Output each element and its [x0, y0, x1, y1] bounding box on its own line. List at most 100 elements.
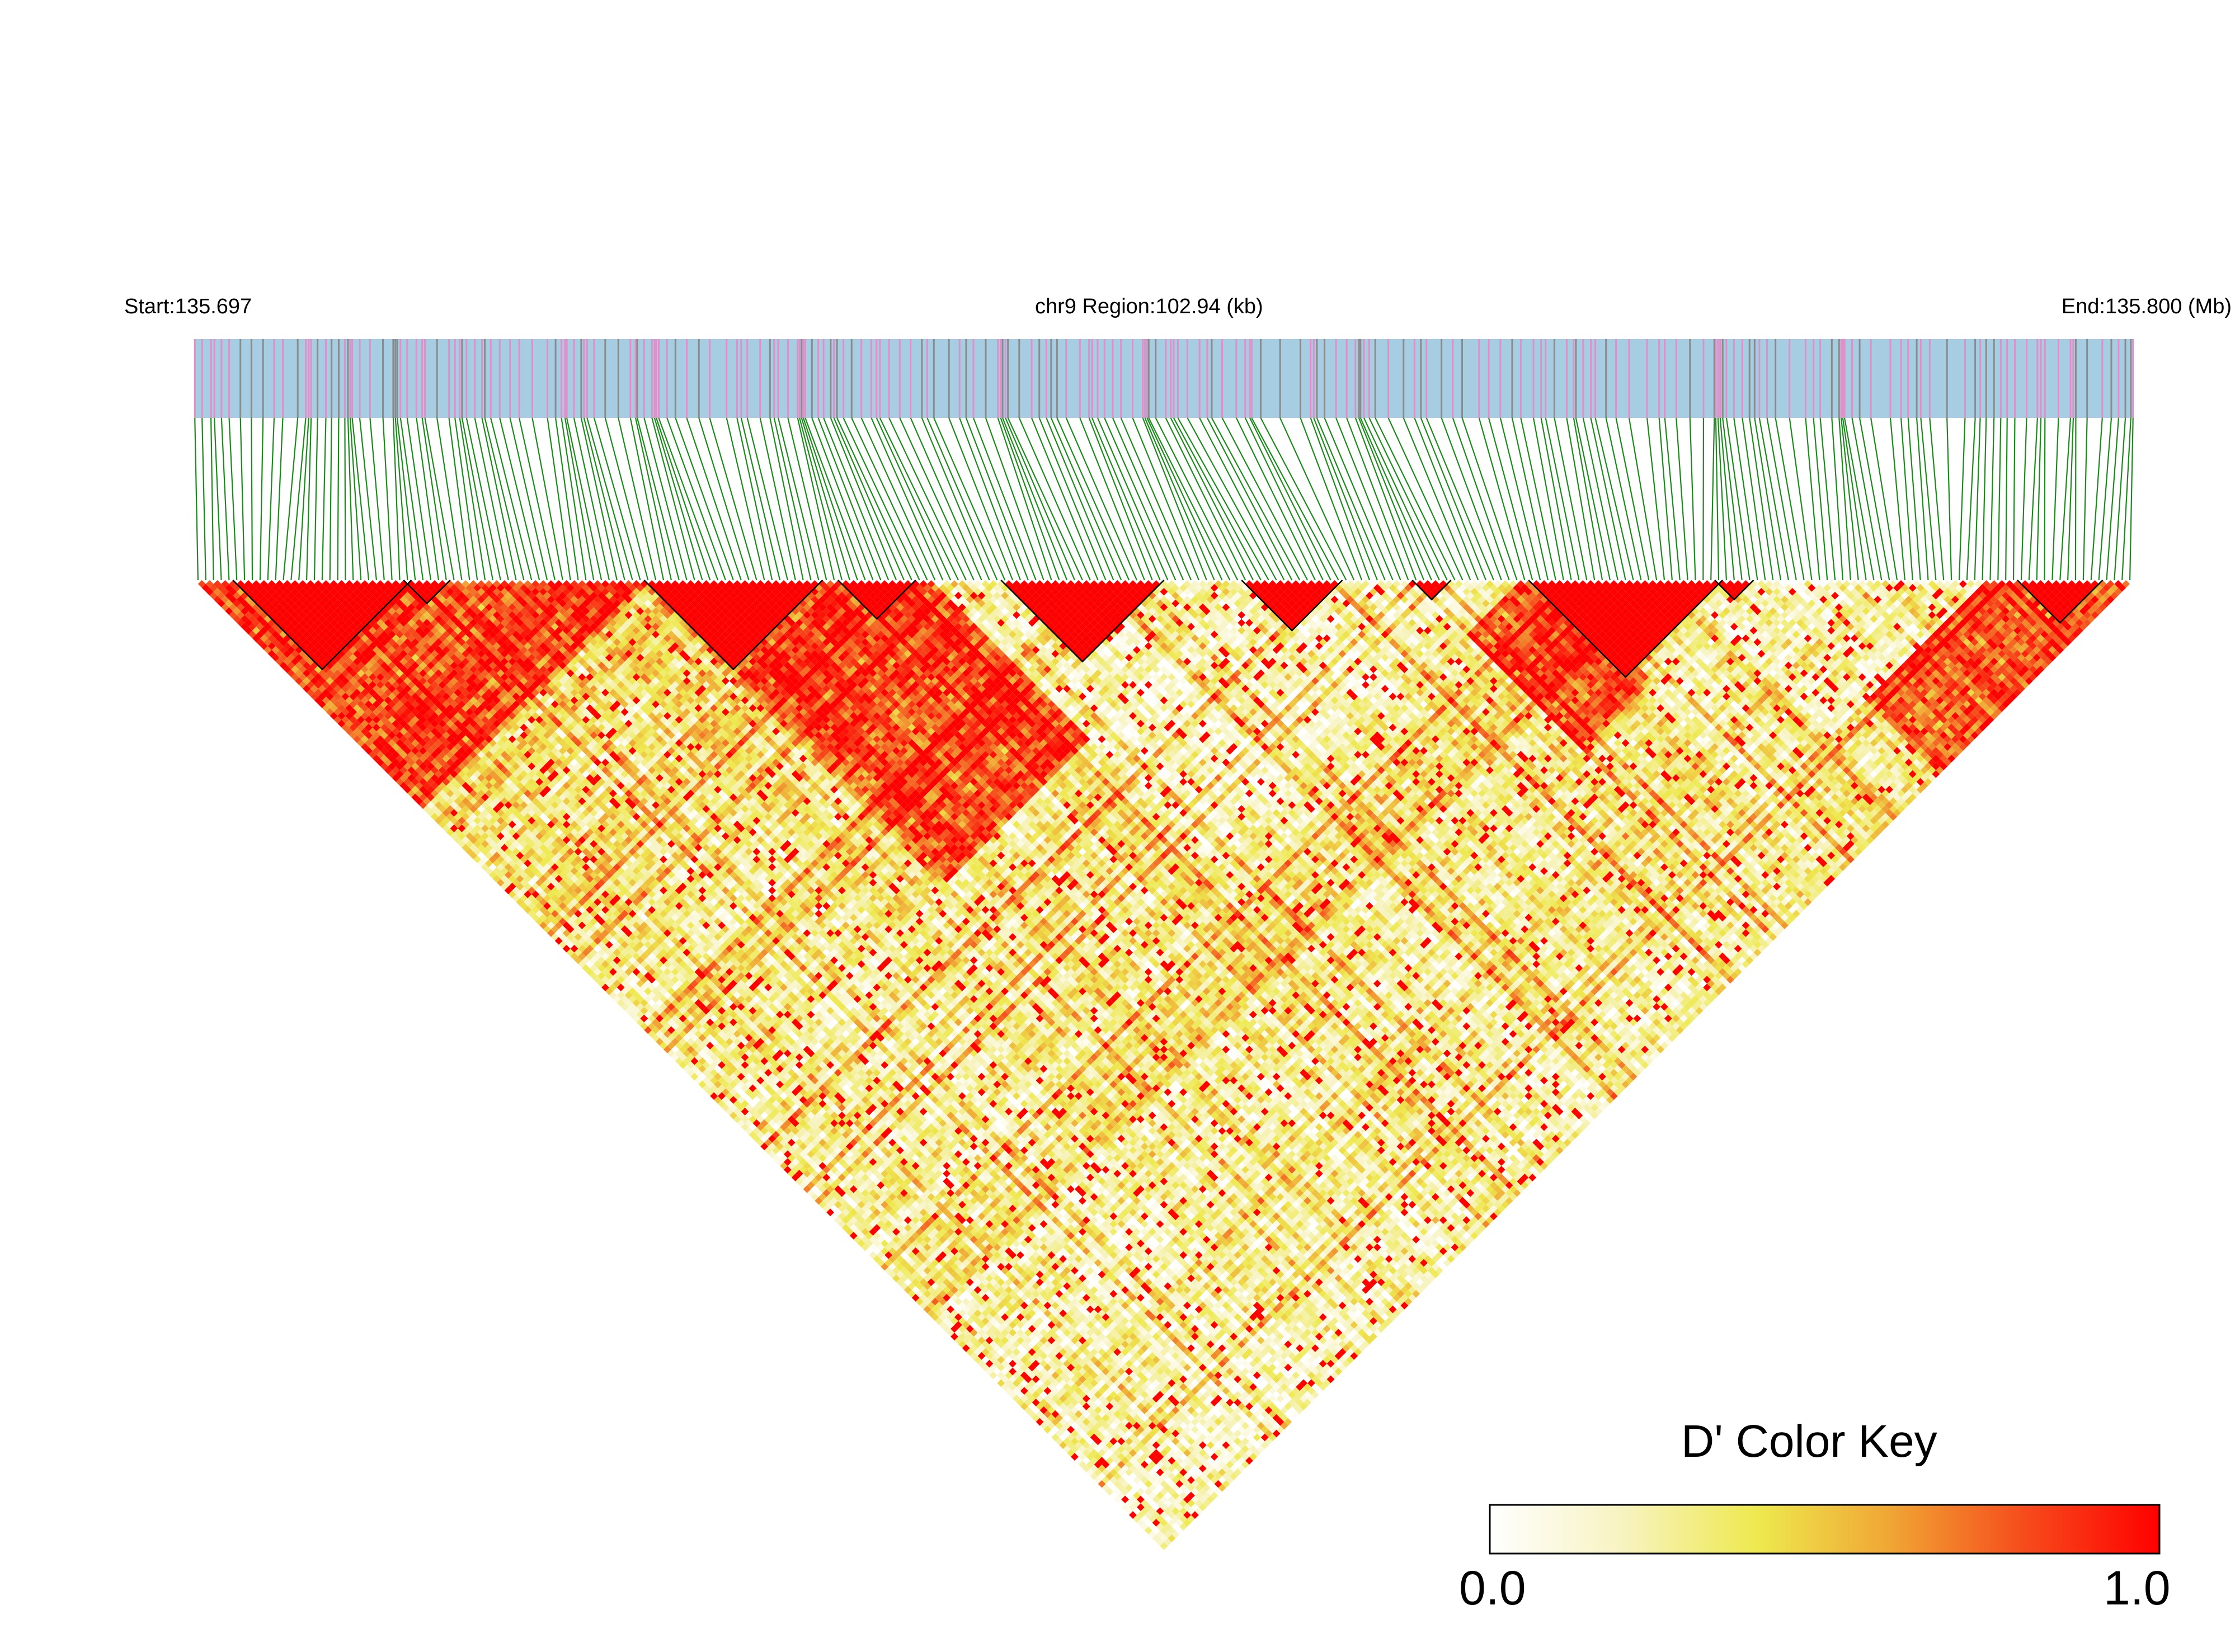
snp-connector [798, 418, 834, 580]
snp-connector [1104, 418, 1175, 580]
snp-connector [1187, 418, 1276, 580]
snp-connector [562, 418, 586, 580]
snp-connector [393, 418, 400, 580]
snp-connector [1325, 418, 1393, 580]
snp-connector [959, 418, 1020, 580]
snp-connector [973, 418, 1036, 580]
snp-connector [283, 418, 298, 580]
snp-connector [202, 418, 206, 580]
snp-connector [1805, 418, 1819, 580]
snp-connector [1659, 418, 1672, 580]
snp-connector [1421, 418, 1486, 580]
snp-connector [352, 418, 369, 580]
snp-connector [587, 418, 632, 580]
snp-connector [2083, 418, 2087, 580]
snp-connector [322, 418, 326, 580]
snp-connector [1414, 418, 1478, 580]
snp-connector [1975, 418, 1980, 580]
snp-connector [475, 418, 509, 580]
snp-connector-lines [195, 418, 2133, 580]
snp-connector [211, 418, 214, 580]
snp-connector [760, 418, 796, 580]
snp-connector [699, 418, 749, 580]
snp-connector [2037, 418, 2041, 580]
snp-connector [1375, 418, 1455, 580]
snp-connector [998, 418, 1052, 580]
snp-connector [1121, 418, 1191, 580]
snp-connector [1098, 418, 1168, 580]
snp-connector [1051, 418, 1121, 580]
snp-connector [727, 418, 765, 580]
snp-connector [1814, 418, 1828, 580]
snp-connector [338, 418, 339, 580]
snp-connector [241, 418, 244, 580]
snp-connector [1990, 418, 1994, 580]
snp-connector [2106, 418, 2118, 580]
snp-connector [675, 418, 733, 580]
snp-connector [1711, 418, 1714, 580]
snp-connector [229, 418, 237, 580]
snp-connector [1311, 418, 1370, 580]
snp-connector [1647, 418, 1664, 580]
snp-connector [2006, 418, 2007, 580]
snp-connector [370, 418, 384, 580]
snp-connector [1207, 418, 1292, 580]
snp-connector [1716, 418, 1719, 580]
snp-connector [741, 418, 780, 580]
snp-connector [350, 418, 361, 580]
snp-connector [1541, 418, 1571, 580]
ld-heatmap [198, 580, 2130, 1550]
snp-connector [510, 418, 547, 580]
snp-connector [862, 418, 935, 580]
snp-connector [1921, 418, 1936, 580]
snp-connector [360, 418, 377, 580]
snp-connector [1113, 418, 1183, 580]
snp-connector [1998, 418, 2001, 580]
snp-connector [1930, 418, 1944, 580]
snp-connector [1039, 418, 1106, 580]
snp-connector [567, 418, 601, 580]
snp-connector [485, 418, 524, 580]
snp-connector [1852, 418, 1881, 580]
snp-connector [260, 418, 263, 580]
snp-connector [251, 418, 252, 580]
snp-connector [1759, 418, 1789, 580]
snp-connector [1442, 418, 1502, 580]
snp-connector [1967, 418, 1975, 580]
snp-connector [195, 418, 198, 580]
snp-connector [1080, 418, 1145, 580]
snp-connector [1356, 418, 1416, 580]
snp-connector [877, 418, 951, 580]
snp-connector [1820, 418, 1835, 580]
snp-connector [1250, 418, 1331, 580]
snp-connector [594, 418, 640, 580]
snp-connector [1280, 418, 1354, 580]
snp-connector [1983, 418, 1987, 580]
snp-connector [1629, 418, 1657, 580]
snp-connector [834, 418, 904, 580]
snp-connector [1606, 418, 1641, 580]
snp-connector [1767, 418, 1796, 580]
snp-connector [2013, 418, 2015, 580]
snp-connector [1166, 418, 1245, 580]
snp-connector [1361, 418, 1432, 580]
snp-connector [1301, 418, 1362, 580]
snp-connector [2130, 418, 2133, 580]
snp-connector [1453, 418, 1509, 580]
snp-connector [1843, 418, 1866, 580]
snp-connector [500, 418, 539, 580]
snp-connector [949, 418, 1013, 580]
snp-connector [276, 418, 283, 580]
snp-connector [1369, 418, 1447, 580]
snp-connector [330, 418, 332, 580]
snp-connector [1790, 418, 1812, 580]
snp-connector [1841, 418, 1858, 580]
snp-connector [383, 418, 392, 580]
snp-connector [1776, 418, 1804, 580]
snp-connector [348, 418, 353, 580]
snp-connector [1754, 418, 1781, 580]
snp-connector [467, 418, 501, 580]
snp-connector [222, 418, 229, 580]
